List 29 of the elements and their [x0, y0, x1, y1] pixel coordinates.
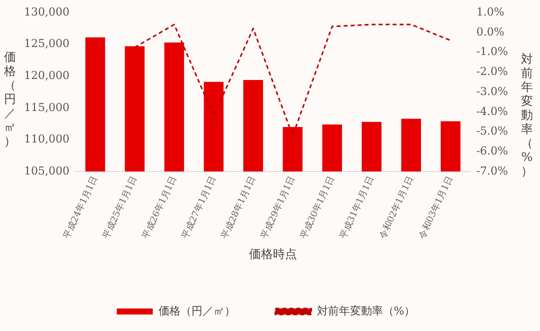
y-axis-title: 価格（円／㎡） — [3, 50, 17, 148]
legend-label: 価格（円／㎡） — [158, 304, 236, 318]
y2-tick-label: -6.0% — [476, 144, 508, 158]
x-tick-label: 令和02年1月1日 — [377, 174, 416, 241]
x-tick-label: 平成27年1月1日 — [180, 174, 219, 241]
y2-tick-label: -5.0% — [476, 124, 508, 138]
legend-label: 対前年変動率（%） — [316, 304, 416, 318]
x-tick-label: 平成31年1月1日 — [338, 174, 376, 241]
y2-tick-label: -3.0% — [476, 84, 508, 98]
x-tick-label: 平成28年1月1日 — [219, 174, 258, 241]
y2-tick-label: 1.0% — [476, 5, 504, 18]
text: 対前年変動率（%） — [521, 52, 533, 178]
y2-tick-label: 0.0% — [476, 25, 504, 38]
y2-tick-label: -2.0% — [476, 65, 508, 78]
y2-tick-label: -7.0% — [476, 164, 508, 178]
y-tick-label: 125,000 — [24, 37, 70, 50]
x-tick-label: 平成29年1月1日 — [258, 174, 298, 241]
y2-tick-label: -1.0% — [476, 45, 508, 58]
x-tick-label: 平成25年1月1日 — [100, 174, 140, 241]
y-tick-label: 115,000 — [24, 100, 70, 114]
y-tick-label: 110,000 — [24, 132, 70, 146]
line-series — [134, 24, 452, 136]
x-tick-label: 平成30年1月1日 — [298, 174, 337, 241]
x-tick-label: 平成26年1月1日 — [140, 174, 180, 241]
x-tick-label: 令和03年1月1日 — [416, 174, 456, 241]
y-tick-label: 120,000 — [24, 69, 70, 82]
y2-tick-label: -4.0% — [476, 104, 508, 118]
x-axis-title: 価格時点 — [248, 246, 297, 261]
y-tick-label: 130,000 — [24, 5, 70, 18]
